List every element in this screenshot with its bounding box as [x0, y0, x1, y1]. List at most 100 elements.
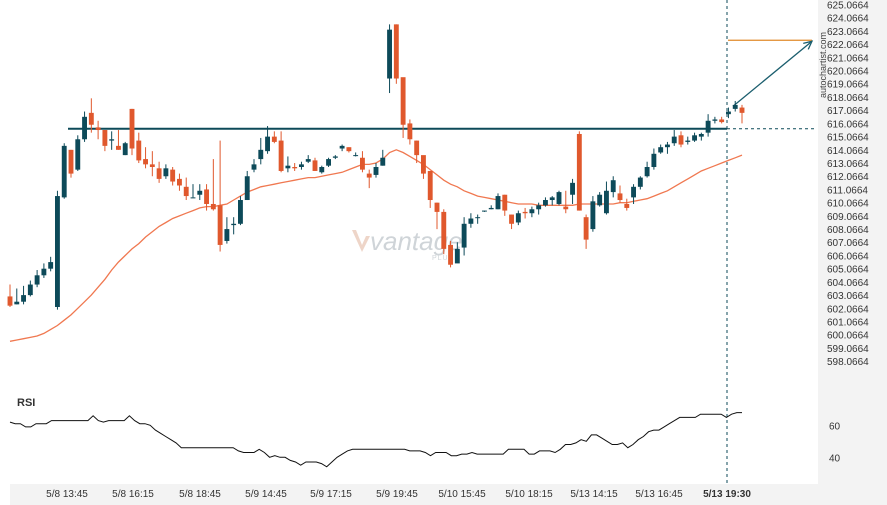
candle-bull — [387, 29, 392, 79]
candle-bear — [102, 130, 108, 146]
candle-bull — [671, 136, 677, 144]
candle-bull — [461, 223, 467, 248]
candle-bull — [732, 104, 738, 109]
candle-bull — [597, 194, 603, 206]
candle-bear — [360, 157, 365, 170]
candle-bull — [698, 133, 704, 137]
candle-bull — [556, 192, 562, 204]
candle-bear — [583, 217, 589, 240]
y-tick-label: 607.0664 — [827, 238, 869, 249]
candle-bull — [631, 186, 636, 198]
candle-bear — [448, 244, 453, 265]
candles-layer — [7, 24, 745, 310]
candle-bull — [122, 143, 128, 156]
candle-bear — [407, 123, 413, 140]
y-tick-label: 602.0664 — [827, 304, 869, 315]
candle-bull — [319, 167, 325, 173]
y-tick-label: 615.0664 — [827, 133, 869, 144]
x-axis-ticks: 5/8 13:45 5/8 16:15 5/8 18:45 5/9 14:45 5/9 … — [46, 489, 751, 500]
y-tick-label: 614.0664 — [827, 146, 869, 157]
x-axis-background — [10, 484, 818, 505]
candle-bull — [305, 159, 311, 162]
candle-bear — [563, 206, 569, 210]
x-tick-label: 5/13 16:45 — [635, 489, 683, 500]
candle-bull — [339, 145, 345, 149]
y-tick-label: 598.0664 — [827, 357, 869, 368]
candle-bull — [251, 164, 257, 170]
candle-bull — [536, 205, 542, 210]
x-tick-label: 5/8 13:45 — [46, 489, 88, 500]
candle-bull — [197, 190, 203, 195]
candle-bull — [21, 295, 26, 302]
candle-bull — [604, 190, 609, 214]
candle-bull — [353, 155, 359, 157]
forecast-arrow-head — [803, 40, 814, 50]
candle-bear — [143, 159, 148, 165]
candle-bull — [529, 209, 535, 214]
candle-bear — [414, 140, 420, 156]
candle-bear — [136, 140, 142, 161]
candle-bull — [238, 200, 243, 224]
y-tick-label: 606.0664 — [827, 251, 869, 262]
moving-average-layer — [9, 149, 743, 342]
candle-bull — [224, 229, 230, 241]
x-tick-label: 5/13 14:15 — [570, 489, 618, 500]
candle-bull — [326, 159, 331, 166]
x-tick-label: 5/13 19:30 — [703, 489, 751, 500]
candle-bull — [637, 177, 643, 187]
candle-bull — [265, 136, 270, 152]
x-tick-label: 5/8 18:45 — [179, 489, 221, 500]
y-tick-label: 623.0664 — [827, 27, 869, 38]
candle-bull — [570, 182, 575, 195]
candle-bear — [617, 193, 623, 201]
x-tick-label: 5/10 15:45 — [438, 489, 486, 500]
candle-bull — [82, 116, 87, 140]
y-tick-label: 600.0664 — [827, 331, 869, 342]
candle-bull — [644, 167, 650, 177]
candle-bear — [678, 135, 684, 145]
candle-bull — [48, 262, 54, 269]
candle-bull — [75, 139, 81, 170]
x-tick-label: 5/8 16:15 — [112, 489, 154, 500]
x-tick-label: 5/9 19:45 — [376, 489, 418, 500]
y-tick-label: 608.0664 — [827, 225, 869, 236]
rsi-tick-label: 60 — [829, 421, 841, 432]
candle-bear — [210, 203, 216, 210]
candle-bull — [231, 223, 237, 226]
x-axis-band — [10, 484, 818, 505]
candle-bear — [156, 168, 162, 179]
candle-bear — [68, 149, 74, 174]
candle-bull — [543, 200, 548, 206]
y-tick-label: 601.0664 — [827, 317, 869, 328]
candle-bear — [7, 296, 13, 306]
candle-bear — [149, 164, 155, 168]
autochartist-watermark: autochartist.com — [818, 32, 828, 98]
candle-bear — [719, 119, 725, 123]
candle-bull — [27, 284, 33, 296]
candle-bear — [502, 194, 508, 211]
candle-bull — [454, 248, 460, 264]
candle-bull — [468, 218, 474, 224]
candle-bull — [332, 156, 338, 158]
candle-bull — [726, 111, 731, 115]
vantage-logo: vantage PLUS — [352, 226, 463, 262]
y-tick-label: 611.0664 — [827, 185, 868, 196]
y-tick-label: 617.0664 — [827, 106, 869, 117]
y-tick-label: 603.0664 — [827, 291, 869, 302]
candle-bear — [434, 202, 440, 212]
forecast-arrow-line — [732, 40, 813, 107]
candle-bull — [610, 180, 616, 193]
candle-bear — [312, 160, 318, 171]
candle-bear — [441, 211, 447, 249]
y-tick-label: 604.0664 — [827, 278, 869, 289]
y-tick-label: 613.0664 — [827, 159, 869, 170]
y-tick-label: 624.0664 — [827, 14, 869, 25]
candle-bull — [373, 167, 379, 175]
y-tick-label: 605.0664 — [827, 265, 869, 276]
candle-bear — [204, 189, 209, 204]
x-tick-label: 5/10 18:15 — [505, 489, 553, 500]
candle-bear — [366, 173, 372, 178]
y-tick-label: 620.0664 — [827, 67, 869, 78]
candle-bear — [522, 211, 528, 214]
